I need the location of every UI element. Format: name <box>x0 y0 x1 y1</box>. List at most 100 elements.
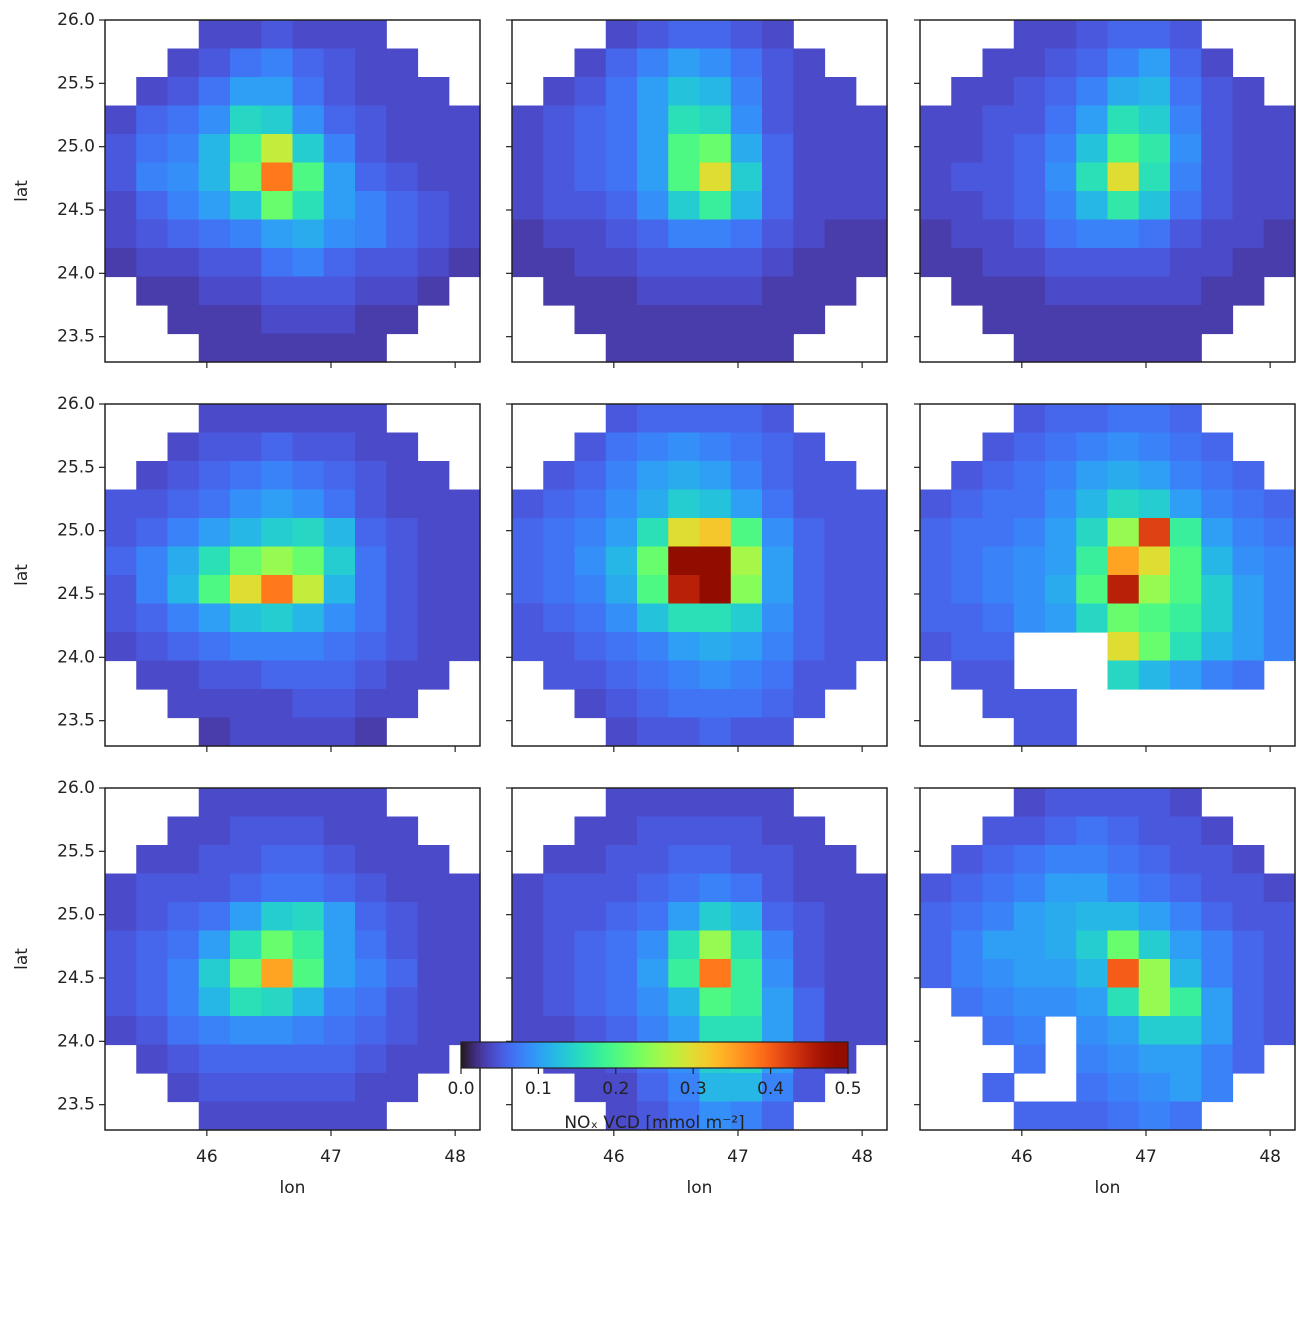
heatmap-cell <box>448 632 481 662</box>
heatmap-cell <box>637 162 669 192</box>
heatmap-cell <box>512 575 544 605</box>
heatmap-cell <box>1232 873 1265 903</box>
x-tick-label: 47 <box>320 1147 342 1167</box>
heatmap-cell <box>230 1101 262 1131</box>
heatmap-cell <box>1076 845 1109 875</box>
heatmap-cell <box>762 105 794 135</box>
heatmap-cell <box>167 432 200 462</box>
heatmap-cell <box>1045 432 1077 462</box>
heatmap-cell <box>543 632 576 662</box>
heatmap-cell <box>668 717 701 747</box>
heatmap-cell <box>1013 959 1046 989</box>
heatmap-cell <box>292 717 325 747</box>
heatmap-cell <box>1170 276 1202 306</box>
heatmap-cell <box>230 276 262 306</box>
heatmap-cell <box>951 191 984 221</box>
heatmap-cell <box>355 333 387 363</box>
heatmap-cell <box>543 603 576 633</box>
heatmap-cell <box>637 432 669 462</box>
heatmap-cell <box>982 1016 1015 1046</box>
heatmap-cell <box>605 575 638 605</box>
heatmap-cell <box>261 902 294 932</box>
heatmap-cell <box>1013 248 1046 278</box>
heatmap-cell <box>261 77 294 107</box>
heatmap-cell <box>1013 461 1046 491</box>
heatmap-cell <box>105 546 137 576</box>
heatmap-cell <box>699 717 732 747</box>
x-tick-label: 48 <box>851 1147 873 1167</box>
heatmap-cell <box>167 461 200 491</box>
heatmap-cell <box>1013 105 1046 135</box>
axes-frame <box>511 19 888 363</box>
heatmap-cell <box>198 1101 231 1131</box>
heatmap-cell <box>1138 816 1171 846</box>
heatmap-cell <box>261 575 294 605</box>
heatmap-cell <box>637 1073 669 1103</box>
heatmap-cell <box>605 219 638 249</box>
heatmap-cell <box>668 575 701 605</box>
heatmap-cell <box>982 575 1015 605</box>
heatmap-cell <box>1138 461 1171 491</box>
heatmap-cell <box>292 546 325 576</box>
heatmap-cell <box>323 77 356 107</box>
heatmap-cell <box>323 305 356 335</box>
heatmap-cell <box>167 1016 200 1046</box>
heatmap-cell <box>699 105 732 135</box>
heatmap-cell <box>668 219 701 249</box>
heatmap-cell <box>1170 788 1202 818</box>
axes-frame <box>104 19 481 363</box>
heatmap-cell <box>1076 105 1109 135</box>
heatmap-cell <box>1045 546 1077 576</box>
heatmap-cell <box>1138 603 1171 633</box>
heatmap-cell <box>261 632 294 662</box>
heatmap-cell <box>668 930 701 960</box>
heatmap-cell <box>323 845 356 875</box>
heatmap-cell <box>543 1016 576 1046</box>
heatmap-cell <box>793 162 826 192</box>
heatmap-cell <box>1170 248 1202 278</box>
heatmap-cell <box>323 162 356 192</box>
y-tick-label: 26.0 <box>57 394 95 414</box>
heatmap-cell <box>793 276 826 306</box>
heatmap-cell <box>292 660 325 690</box>
heatmap-cell <box>136 518 169 548</box>
heatmap-cell <box>230 432 262 462</box>
heatmap-cell <box>230 489 262 519</box>
heatmap-cell <box>1138 77 1171 107</box>
heatmap-cell <box>1107 162 1140 192</box>
heatmap-cell <box>1013 191 1046 221</box>
heatmap-cell <box>1107 191 1140 221</box>
heatmap-cell <box>730 689 763 719</box>
heatmap-cell <box>1076 603 1109 633</box>
heatmap-cell <box>261 959 294 989</box>
heatmap-cell <box>167 276 200 306</box>
heatmap-cell <box>855 162 888 192</box>
heatmap-cell <box>1013 1101 1046 1131</box>
heatmap-cell <box>1232 248 1265 278</box>
heatmap-cell <box>136 77 169 107</box>
heatmap-cell <box>1232 603 1265 633</box>
heatmap-cell <box>1170 660 1202 690</box>
axes-frame <box>104 787 481 1131</box>
heatmap-cell <box>543 461 576 491</box>
heatmap-cell <box>292 162 325 192</box>
heatmap-cell <box>1170 191 1202 221</box>
heatmap-cell <box>699 20 732 50</box>
heatmap-cell <box>1232 546 1265 576</box>
heatmap-cell <box>605 987 638 1017</box>
heatmap-cell <box>1201 845 1234 875</box>
heatmap-cell <box>323 518 356 548</box>
heatmap-cell <box>1076 248 1109 278</box>
colorbar-tick-label: 0.5 <box>834 1079 861 1099</box>
heatmap-cell <box>1201 1044 1234 1074</box>
heatmap-cell <box>1076 404 1109 434</box>
colorbar <box>460 1041 849 1069</box>
heatmap-cell <box>1076 20 1109 50</box>
heatmap-cell <box>1138 134 1171 164</box>
heatmap-cell <box>1170 873 1202 903</box>
heatmap-cell <box>730 219 763 249</box>
heatmap-cell <box>605 134 638 164</box>
heatmap-cell <box>323 959 356 989</box>
heatmap-cell <box>1045 248 1077 278</box>
